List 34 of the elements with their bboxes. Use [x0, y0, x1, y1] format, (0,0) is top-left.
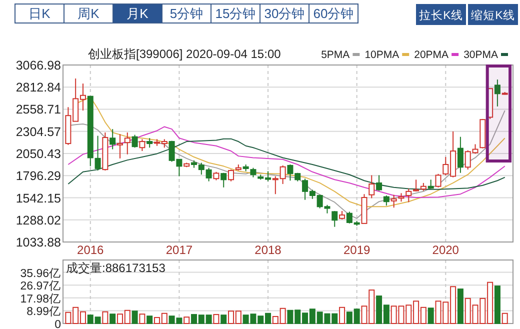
- text: 30分钟: [264, 6, 305, 21]
- legend-label: 5PMA: [321, 49, 350, 61]
- y-tick-label: 35.96亿: [20, 266, 61, 280]
- x-tick-label: 2019: [343, 243, 370, 257]
- text: 拉长K线: [419, 9, 463, 22]
- y-tick-label: 8.99亿: [26, 305, 61, 318]
- y-tick-label: 26.97亿: [20, 280, 61, 293]
- y-tick-label: 1033.88: [16, 236, 62, 250]
- y-tick-label: 2304.57: [16, 124, 62, 139]
- y-tick-label: 1542.15: [16, 191, 62, 206]
- text: 月K: [126, 6, 149, 21]
- x-tick-label: 2017: [166, 243, 193, 257]
- text: 60分钟: [313, 6, 354, 21]
- legend-label: 30PMA: [464, 49, 498, 61]
- text: 周K: [78, 6, 100, 21]
- text: 5分钟: [170, 6, 204, 21]
- chart-title: 成交量:886173153: [66, 261, 166, 275]
- legend-label: 20PMA: [414, 49, 449, 61]
- y-tick-label: 1288.02: [16, 213, 62, 228]
- text: 日K: [28, 6, 51, 21]
- x-tick-label: 2018: [254, 243, 282, 257]
- y-tick-label: 3066.98: [16, 58, 62, 72]
- y-tick-label: 2812.84: [16, 80, 62, 95]
- x-tick-label: 2016: [77, 243, 104, 257]
- y-tick-label: 17.98亿: [20, 292, 61, 306]
- x-tick-label: 2020: [432, 243, 460, 257]
- chart-title: 创业板指[399006] 2020-09-04 15:00: [88, 47, 282, 61]
- y-tick-label: 2050.43: [16, 147, 62, 161]
- y-tick-label: 2558.71: [16, 102, 62, 117]
- legend-label: 10PMA: [364, 49, 400, 61]
- y-tick-label: 0: [54, 319, 61, 329]
- text: 缩短K线: [471, 8, 515, 22]
- y-tick-label: 1796.29: [16, 169, 62, 184]
- text: 15分钟: [215, 6, 256, 21]
